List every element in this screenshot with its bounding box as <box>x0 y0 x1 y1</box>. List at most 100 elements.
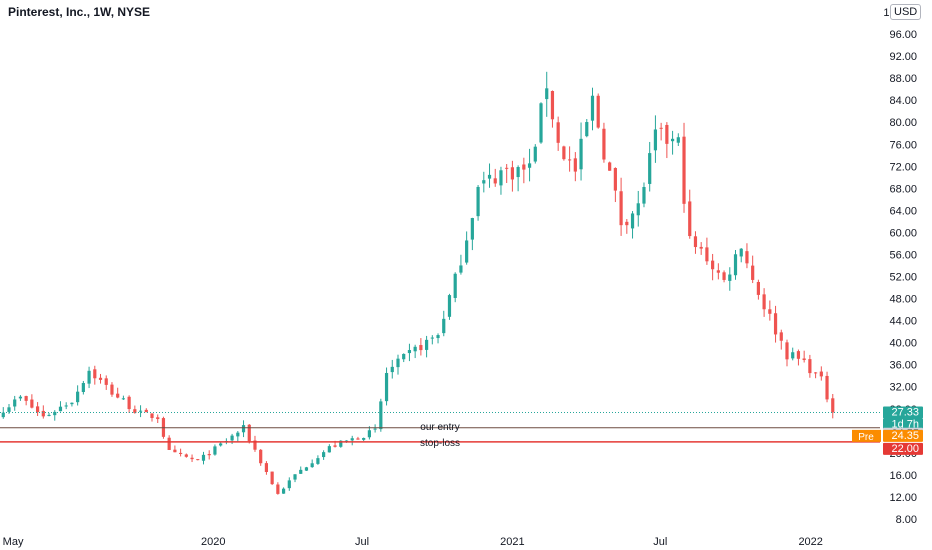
candle-body <box>659 127 663 129</box>
premarket-tag-text: Pre <box>858 432 874 443</box>
candle-body <box>802 358 806 361</box>
y-tick-label: 80.00 <box>889 117 917 129</box>
candle-body <box>773 313 778 335</box>
candle-body <box>510 167 515 180</box>
candle-body <box>201 454 206 461</box>
candle-body <box>756 281 760 295</box>
candle-body <box>276 484 280 494</box>
y-tick-label: 36.00 <box>889 360 917 372</box>
candle-body <box>613 168 617 191</box>
candle-body <box>619 191 623 226</box>
candle-body <box>402 353 406 360</box>
candle-body <box>590 95 595 121</box>
candle-body <box>362 438 366 440</box>
candle-body <box>436 335 440 339</box>
candle-body <box>18 396 23 399</box>
candle-body <box>230 435 234 441</box>
candle-body <box>110 384 114 395</box>
candle-body <box>768 309 772 314</box>
candle-body <box>562 146 566 160</box>
candle-body <box>487 174 492 179</box>
candle-body <box>682 136 686 204</box>
premarket-badge-text: 24.35 <box>891 430 919 442</box>
candle-body <box>470 218 474 240</box>
candle-body <box>791 352 795 359</box>
x-tick-label: Jul <box>355 536 369 548</box>
candle-body <box>93 369 97 379</box>
y-tick-label: 96.00 <box>889 29 917 41</box>
price-axis[interactable]: 8.0012.0016.0020.0024.0028.0032.0036.004… <box>883 7 917 526</box>
candle-body <box>653 129 658 151</box>
candle-body <box>819 371 823 377</box>
candle-body <box>138 410 143 412</box>
time-axis[interactable]: May 2020 Jul 2021 Jul 2022 <box>3 536 823 548</box>
candle-body <box>327 446 331 453</box>
y-tick-label: 32.00 <box>889 382 917 394</box>
stop-loss-badge-text: 22.00 <box>891 443 919 455</box>
candle-body <box>579 138 583 170</box>
candle-body <box>310 463 314 468</box>
x-tick-label: Jul <box>653 536 667 548</box>
entry-label: our entry <box>420 422 459 433</box>
stop-loss-label: stop-loss <box>420 438 460 449</box>
candle-body <box>545 88 549 100</box>
premarket-badge <box>883 429 923 442</box>
candle-body <box>322 452 326 458</box>
candle-body <box>670 138 675 142</box>
candle-body <box>196 459 200 461</box>
candle-body <box>596 95 600 128</box>
candle-body <box>156 417 160 420</box>
candle-body <box>13 399 17 407</box>
y-tick-label: 72.00 <box>889 161 917 173</box>
candle-body <box>219 443 223 446</box>
candle-body <box>711 260 715 270</box>
candle-body <box>30 399 34 408</box>
candle-body <box>550 91 555 120</box>
candle-body <box>356 438 360 440</box>
candle-body <box>344 440 349 442</box>
currency-badge[interactable]: USD <box>890 4 922 20</box>
candle-body <box>779 332 783 341</box>
candle-body <box>253 440 257 450</box>
chart-title: Pinterest, Inc., 1W, NYSE <box>8 5 151 19</box>
candle-body <box>516 167 520 178</box>
candle-body <box>116 393 120 398</box>
candle-body <box>121 398 126 400</box>
candle-body <box>527 163 532 168</box>
candle-body <box>379 401 383 430</box>
candle-body <box>722 272 726 280</box>
candle-body <box>47 414 51 416</box>
candle-body <box>264 463 269 472</box>
candle-body <box>167 437 171 450</box>
candle-body <box>150 413 154 418</box>
candle-body <box>367 430 371 438</box>
candle-body <box>35 406 40 413</box>
candle-body <box>825 375 829 400</box>
candle-body <box>281 488 286 494</box>
candle-body <box>831 398 835 413</box>
y-tick-label: 88.00 <box>889 73 917 85</box>
candle-body <box>785 342 789 360</box>
candle-body <box>304 467 309 471</box>
candle-body <box>64 405 68 407</box>
candle-body <box>179 452 183 454</box>
y-tick-label: 44.00 <box>889 316 917 328</box>
x-tick-label: 2022 <box>798 536 822 548</box>
candle-body <box>625 221 629 226</box>
candle-body <box>728 274 732 281</box>
candle-body <box>287 480 291 489</box>
candle-body <box>241 425 246 433</box>
candle-body <box>533 146 537 162</box>
candle-body <box>413 346 417 352</box>
candle-body <box>259 449 263 464</box>
candle-body <box>127 396 131 410</box>
y-tick-label: 92.00 <box>889 51 917 63</box>
candle-body <box>133 409 137 413</box>
candle-body <box>522 164 526 170</box>
candle-body <box>293 474 297 480</box>
candle-body <box>270 471 274 485</box>
candle-body <box>705 247 709 262</box>
candle-body <box>316 458 320 464</box>
